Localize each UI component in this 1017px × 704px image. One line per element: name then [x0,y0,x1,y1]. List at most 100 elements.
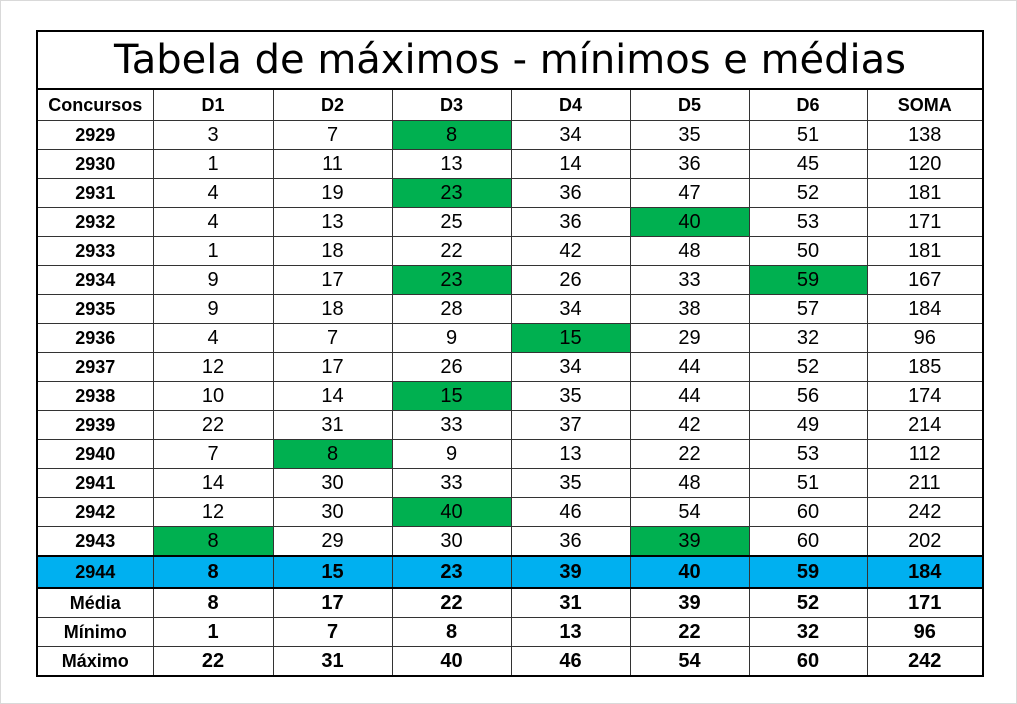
cell: 15 [510,323,631,353]
row: 2937 12 17 26 34 44 52 185 [36,352,984,382]
cell: 18 [272,294,393,324]
row-label: 2931 [36,178,154,208]
cell: 48 [629,236,750,266]
cell: 3 [152,120,274,150]
cell: 7 [152,439,274,469]
cell: 120 [866,149,984,179]
row: 2935 9 18 28 34 38 57 184 [36,294,984,324]
cell: 57 [748,294,868,324]
cell: 96 [866,323,984,353]
cell: 4 [152,178,274,208]
cell: 9 [152,265,274,295]
row-label: Mínimo [36,617,154,647]
cell: 52 [748,587,868,618]
cell: 33 [391,468,512,498]
cell: 31 [272,410,393,440]
cell: 45 [748,149,868,179]
cell: 39 [510,555,631,589]
cell: 138 [866,120,984,150]
cell: 17 [272,587,393,618]
cell: 171 [866,587,984,618]
cell: 49 [748,410,868,440]
cell: 167 [866,265,984,295]
cell: 242 [866,646,984,677]
cell: 185 [866,352,984,382]
cell: 60 [748,497,868,527]
row-label: 2941 [36,468,154,498]
cell: 29 [272,526,393,557]
cell: 32 [748,617,868,647]
cell: 174 [866,381,984,411]
cell: 23 [391,265,512,295]
cell: 39 [629,526,750,557]
cell: 30 [272,468,393,498]
cell: 60 [748,646,868,677]
cell: 33 [629,265,750,295]
cell: 12 [152,352,274,382]
row-label: 2929 [36,120,154,150]
cell: 44 [629,352,750,382]
row-label: 2934 [36,265,154,295]
row: 2940 7 8 9 13 22 53 112 [36,439,984,469]
cell: 52 [748,178,868,208]
cell: 59 [748,265,868,295]
cell: 1 [152,149,274,179]
cell: 35 [510,468,631,498]
header-cell: SOMA [866,88,984,121]
cell: 46 [510,646,631,677]
cell: 56 [748,381,868,411]
header-cell: D2 [272,88,393,121]
cell: 60 [748,526,868,557]
cell: 8 [152,587,274,618]
cell: 171 [866,207,984,237]
cell: 33 [391,410,512,440]
cell: 40 [391,497,512,527]
cell: 22 [152,646,274,677]
cell: 52 [748,352,868,382]
header-cell: D5 [629,88,750,121]
title-row: Tabela de máximos - mínimos e médias [36,30,984,90]
row-label: 2932 [36,207,154,237]
row-label: 2938 [36,381,154,411]
cell: 8 [391,617,512,647]
cell: 181 [866,236,984,266]
cell: 42 [629,410,750,440]
header-cell: D4 [510,88,631,121]
row-label: 2937 [36,352,154,382]
cell: 40 [391,646,512,677]
cell: 181 [866,178,984,208]
cell: 40 [629,207,750,237]
cell: 35 [629,120,750,150]
row: 2929 3 7 8 34 35 51 138 [36,120,984,150]
cell: 47 [629,178,750,208]
cell: 30 [272,497,393,527]
cell: 50 [748,236,868,266]
cell: 53 [748,439,868,469]
cell: 22 [391,236,512,266]
cell: 242 [866,497,984,527]
row-label: 2936 [36,323,154,353]
cell: 28 [391,294,512,324]
cell: 1 [152,236,274,266]
cell: 22 [152,410,274,440]
header-cell: D3 [391,88,512,121]
cell: 22 [629,439,750,469]
cell: 4 [152,207,274,237]
row-label: Máximo [36,646,154,677]
cell: 23 [391,178,512,208]
row: 2944 8 15 23 39 40 59 184 [36,555,984,589]
cell: 13 [510,439,631,469]
cell: 14 [510,149,631,179]
cell: 18 [272,236,393,266]
cell: 31 [510,587,631,618]
cell: 22 [391,587,512,618]
cell: 96 [866,617,984,647]
cell: 26 [391,352,512,382]
row: Média 8 17 22 31 39 52 171 [36,587,984,618]
row: 2930 1 11 13 14 36 45 120 [36,149,984,179]
cell: 11 [272,149,393,179]
cell: 25 [391,207,512,237]
cell: 202 [866,526,984,557]
row-label: 2933 [36,236,154,266]
